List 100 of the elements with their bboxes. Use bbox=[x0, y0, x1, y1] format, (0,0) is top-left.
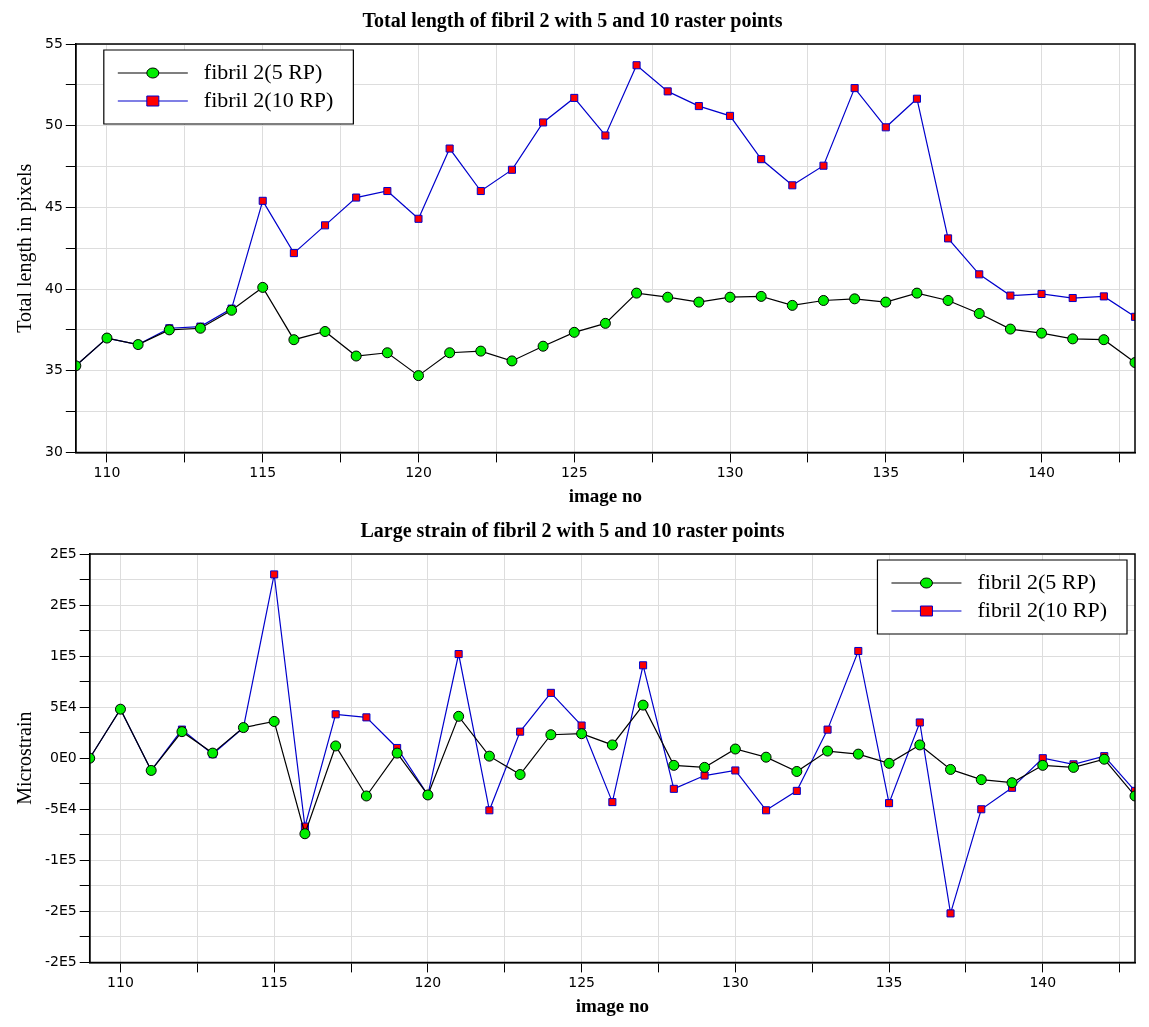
x-tick-label: 125 bbox=[560, 464, 588, 481]
x-tick-label: 115 bbox=[249, 464, 277, 481]
point bbox=[632, 61, 641, 70]
point bbox=[383, 186, 392, 196]
y-tick-label: 2E5 bbox=[50, 544, 77, 561]
point bbox=[668, 759, 680, 771]
point bbox=[693, 296, 705, 308]
point bbox=[854, 646, 863, 656]
point bbox=[445, 144, 454, 153]
point bbox=[577, 721, 586, 730]
point bbox=[381, 347, 393, 359]
point bbox=[817, 294, 829, 306]
y-tick-label: 55 bbox=[44, 34, 63, 51]
y-tick-label: 5E4 bbox=[50, 697, 77, 714]
point bbox=[352, 193, 361, 202]
point bbox=[945, 763, 957, 775]
point bbox=[444, 347, 456, 359]
y-axis-title: Total length in pixels bbox=[13, 163, 37, 333]
point bbox=[331, 710, 340, 719]
y-tick-label: 30 bbox=[44, 443, 63, 460]
point bbox=[849, 293, 861, 305]
point bbox=[391, 747, 403, 759]
y-tick-label: 2E5 bbox=[50, 595, 77, 612]
point bbox=[453, 710, 465, 722]
y-tick-label: -1E5 bbox=[44, 850, 77, 867]
point bbox=[514, 769, 526, 781]
point bbox=[757, 155, 766, 164]
point bbox=[973, 308, 985, 320]
point bbox=[330, 740, 342, 752]
chart-title: Large strain of fibril 2 with 5 and 10 raster points bbox=[360, 519, 785, 543]
point bbox=[288, 334, 300, 346]
point bbox=[823, 725, 832, 734]
point bbox=[1006, 777, 1018, 789]
point bbox=[360, 790, 372, 802]
y-tick-label: 45 bbox=[44, 198, 63, 214]
legend-label: fibril 2(5 RP) bbox=[203, 58, 323, 84]
point bbox=[762, 806, 771, 815]
point bbox=[289, 249, 298, 258]
point bbox=[608, 798, 617, 807]
point bbox=[883, 757, 895, 769]
point bbox=[1067, 333, 1079, 345]
point bbox=[662, 291, 674, 303]
x-tick-label: 140 bbox=[1029, 974, 1057, 991]
point bbox=[731, 766, 740, 775]
point bbox=[599, 317, 611, 329]
point bbox=[176, 726, 188, 738]
point bbox=[694, 102, 703, 111]
legend-label: fibril 2(10 RP) bbox=[977, 596, 1108, 622]
point bbox=[362, 713, 371, 722]
x-tick-label: 140 bbox=[1028, 464, 1055, 481]
point bbox=[1068, 761, 1080, 773]
point bbox=[545, 729, 557, 741]
x-tick-label: 120 bbox=[414, 974, 442, 991]
point bbox=[788, 181, 797, 190]
point bbox=[606, 739, 618, 751]
x-tick-label: 110 bbox=[93, 464, 121, 481]
point bbox=[476, 186, 485, 196]
point bbox=[299, 828, 311, 840]
x-tick-label: 135 bbox=[875, 974, 903, 991]
point bbox=[822, 745, 834, 757]
point bbox=[1006, 291, 1015, 300]
point bbox=[885, 799, 894, 808]
point bbox=[791, 765, 803, 777]
point bbox=[881, 123, 890, 132]
point bbox=[724, 291, 736, 303]
point bbox=[1037, 759, 1049, 771]
point bbox=[792, 786, 801, 795]
point bbox=[915, 718, 924, 727]
point bbox=[1099, 292, 1108, 301]
point bbox=[1098, 334, 1110, 346]
y-tick-label: 1E5 bbox=[50, 646, 77, 663]
point bbox=[850, 84, 859, 93]
legend-label: fibril 2(5 RP) bbox=[977, 568, 1097, 594]
point bbox=[946, 909, 955, 918]
point bbox=[911, 287, 923, 299]
point bbox=[516, 727, 525, 736]
point bbox=[601, 131, 610, 140]
point bbox=[414, 214, 423, 223]
x-tick-label: 125 bbox=[568, 974, 595, 991]
point bbox=[914, 739, 926, 751]
point bbox=[880, 296, 892, 308]
point bbox=[1098, 753, 1110, 765]
point bbox=[485, 806, 494, 815]
point bbox=[977, 805, 986, 814]
point bbox=[268, 715, 280, 727]
point bbox=[1068, 293, 1077, 303]
y-tick-label: -2E5 bbox=[44, 901, 77, 918]
point bbox=[786, 299, 798, 311]
point bbox=[507, 165, 516, 174]
legend-label: fibril 2(10 RP) bbox=[203, 86, 334, 112]
y-tick-label: -5E4 bbox=[44, 799, 77, 816]
point bbox=[454, 650, 463, 659]
point bbox=[699, 761, 711, 773]
y-axis-title: Microstrain bbox=[13, 711, 36, 805]
point bbox=[639, 661, 648, 670]
point bbox=[637, 699, 649, 711]
point bbox=[319, 326, 331, 338]
point bbox=[270, 570, 279, 579]
x-tick-label: 110 bbox=[107, 974, 134, 991]
point bbox=[539, 118, 548, 127]
